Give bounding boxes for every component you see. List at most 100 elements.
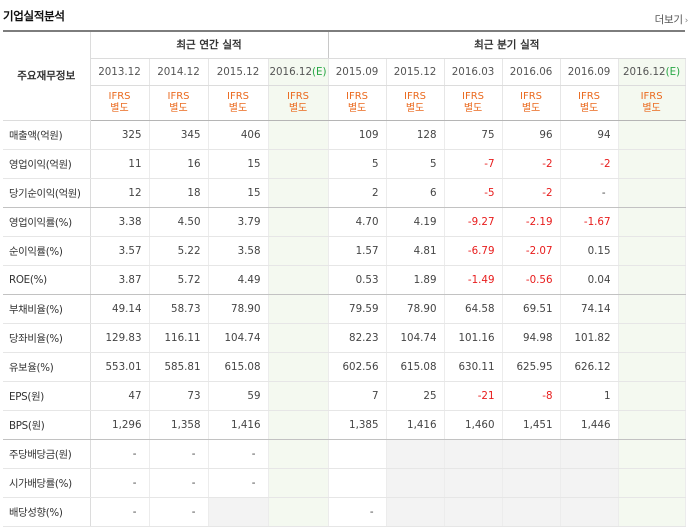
table-cell: 0.53 <box>327 265 387 295</box>
table-cell: - <box>89 468 150 498</box>
table-cell <box>560 439 619 469</box>
basis-standard: IFRS <box>640 90 663 102</box>
basis-standard: IFRS <box>462 90 485 102</box>
table-cell: 626.12 <box>560 352 619 382</box>
table-cell: 82.23 <box>327 323 387 353</box>
row-label: 주당배당금(원) <box>3 439 91 469</box>
table-cell: -2 <box>560 149 619 179</box>
table-cell: -2 <box>502 149 561 179</box>
basis-type: 별도 <box>347 102 367 114</box>
table-cell: 6 <box>386 178 445 208</box>
table-cell: 78.90 <box>208 294 269 324</box>
table-cell: - <box>208 468 269 498</box>
row-label: 배당성향(%) <box>3 497 91 527</box>
table-cell: 625.95 <box>502 352 561 382</box>
table-cell: - <box>149 439 209 469</box>
table-cell: 94.98 <box>502 323 561 353</box>
table-cell: 4.81 <box>386 236 445 266</box>
basis-type: 별도 <box>110 102 129 114</box>
table-row: EPS(원) 47 73 59 7 25 -21 -8 1 <box>3 381 686 411</box>
table-cell <box>268 323 329 353</box>
more-link[interactable]: 더보기 › <box>654 12 689 27</box>
basis-type: 별도 <box>579 102 599 114</box>
table-cell: 615.08 <box>386 352 445 382</box>
table-cell: 116.11 <box>149 323 209 353</box>
basis-standard: IFRS <box>578 90 601 102</box>
table-cell: -5 <box>444 178 503 208</box>
estimate-mark: (E) <box>665 65 681 78</box>
row-header-label: 주요재무정보 <box>3 30 91 121</box>
annual-group-header: 최근 연간 실적 <box>89 30 329 59</box>
table-cell: 1,446 <box>560 410 619 440</box>
table-cell <box>618 497 686 527</box>
table-cell: -2.07 <box>502 236 561 266</box>
period-label: 2016.12 <box>622 65 666 78</box>
table-cell: 3.79 <box>208 207 269 237</box>
row-label: 부채비율(%) <box>3 294 91 324</box>
table-cell: 1,358 <box>149 410 209 440</box>
table-cell: 78.90 <box>386 294 445 324</box>
table-cell <box>268 120 329 150</box>
table-cell: 1,416 <box>208 410 269 440</box>
table-cell <box>386 468 445 498</box>
table-cell <box>618 439 686 469</box>
table-cell: 406 <box>208 120 269 150</box>
table-row: 영업이익(억원) 11 16 15 5 5 -7 -2 -2 <box>3 149 686 179</box>
table-cell: 3.38 <box>89 207 150 237</box>
table-cell: -6.79 <box>444 236 503 266</box>
table-cell <box>618 265 686 295</box>
table-cell: 4.49 <box>208 265 269 295</box>
table-cell: 64.58 <box>444 294 503 324</box>
table-cell: 75 <box>444 120 503 150</box>
basis-standard: IFRS <box>227 90 249 102</box>
table-cell <box>268 352 329 382</box>
table-row: 매출액(억원) 325 345 406 109 128 75 96 94 <box>3 120 686 150</box>
period-header: 2016.12(E) <box>618 58 686 86</box>
table-cell: 5 <box>386 149 445 179</box>
table-cell: 74.14 <box>560 294 619 324</box>
table-cell: 630.11 <box>444 352 503 382</box>
table-cell: 1.89 <box>386 265 445 295</box>
row-label: 영업이익률(%) <box>3 207 91 237</box>
more-label: 더보기 <box>654 14 683 26</box>
table-cell: - <box>89 497 150 527</box>
table-cell <box>268 149 329 179</box>
row-label: 당좌비율(%) <box>3 323 91 353</box>
accounting-basis: IFRS 별도 <box>268 85 329 121</box>
table-cell: 25 <box>386 381 445 411</box>
period-header: 2016.06 <box>502 58 561 86</box>
basis-type: 별도 <box>463 102 483 114</box>
table-cell: 1 <box>560 381 619 411</box>
period-header: 2016.03 <box>444 58 503 86</box>
table-cell: 615.08 <box>208 352 269 382</box>
table-row: 배당성향(%) - - - <box>3 497 686 527</box>
table-cell <box>560 468 619 498</box>
table-cell: 59 <box>208 381 269 411</box>
table-cell <box>618 381 686 411</box>
table-cell: 585.81 <box>149 352 209 382</box>
table-cell: 58.73 <box>149 294 209 324</box>
table-cell: 1,416 <box>386 410 445 440</box>
table-cell: -21 <box>444 381 503 411</box>
table-cell: 1,451 <box>502 410 561 440</box>
table-cell <box>444 439 503 469</box>
accounting-basis: IFRS 별도 <box>208 85 269 121</box>
basis-type: 별도 <box>642 102 661 114</box>
table-cell: 1,460 <box>444 410 503 440</box>
period-header: 2013.12 <box>89 58 150 86</box>
basis-standard: IFRS <box>167 90 190 102</box>
table-cell: 1,296 <box>89 410 150 440</box>
table-cell: 129.83 <box>89 323 150 353</box>
table-cell <box>502 468 561 498</box>
row-label: ROE(%) <box>3 265 91 295</box>
table-cell <box>268 468 329 498</box>
table-cell: 5.22 <box>149 236 209 266</box>
table-row: 순이익률(%) 3.57 5.22 3.58 1.57 4.81 -6.79 -2.07 0.1… <box>3 236 686 266</box>
table-cell: 15 <box>208 149 269 179</box>
table-cell: 79.59 <box>327 294 387 324</box>
table-cell: 0.15 <box>560 236 619 266</box>
table-row: 유보율(%) 553.01 585.81 615.08 602.56 615.08 630.… <box>3 352 686 382</box>
period-header: 2015.12 <box>208 58 269 86</box>
accounting-basis: IFRS 별도 <box>444 85 503 121</box>
table-cell: - <box>208 439 269 469</box>
